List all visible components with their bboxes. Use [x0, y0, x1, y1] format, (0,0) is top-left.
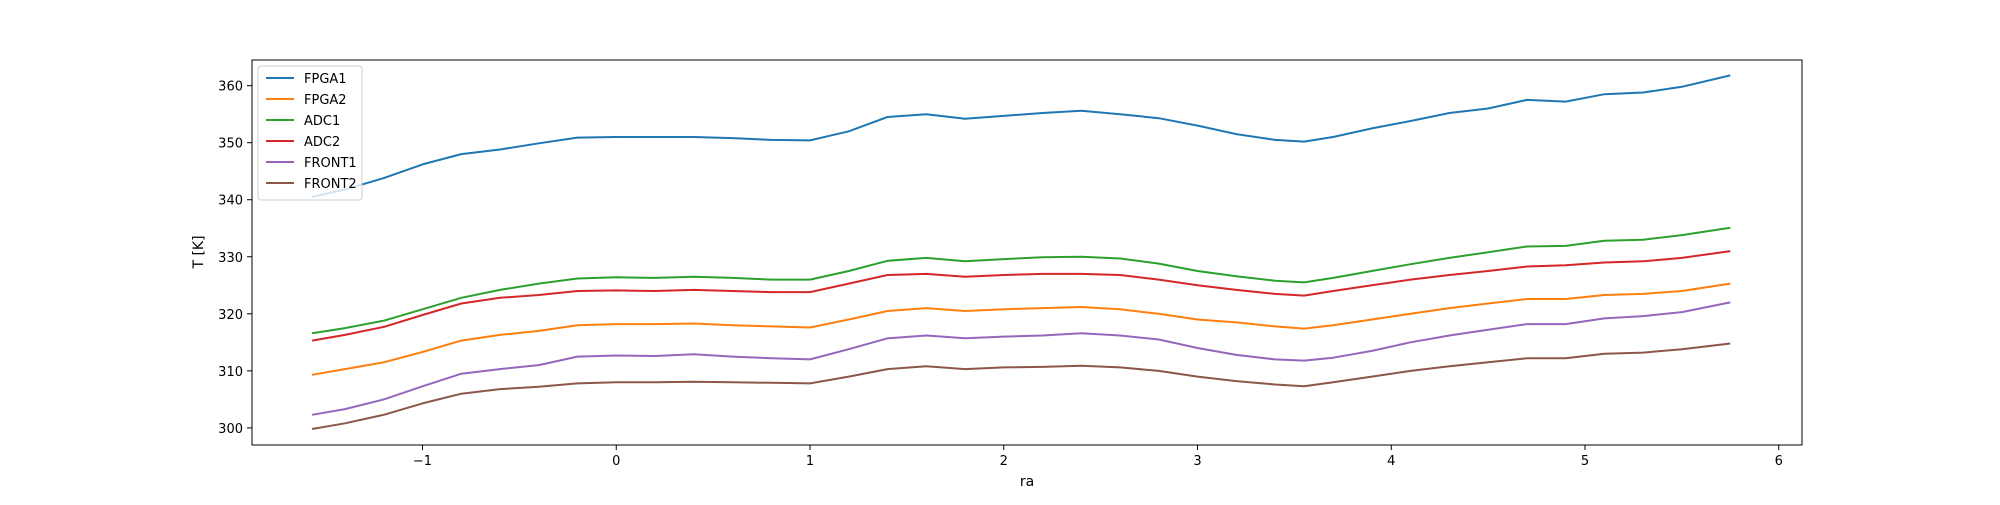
- x-tick-label: −1: [413, 454, 432, 469]
- y-axis-ticks: 300 310 320 330 340 350 360: [218, 80, 252, 437]
- y-tick-label: 360: [218, 80, 243, 95]
- x-tick-label: 4: [1387, 454, 1395, 469]
- x-tick-label: 6: [1775, 454, 1783, 469]
- series-layer: [311, 74, 1731, 430]
- series-line-fpga2: [311, 282, 1731, 376]
- plot-area: [252, 60, 1802, 445]
- x-tick-label: 3: [1193, 454, 1201, 469]
- series-line-front2: [311, 342, 1731, 430]
- legend-label-fpga2: FPGA2: [304, 93, 347, 108]
- y-tick-label: 310: [218, 365, 243, 380]
- x-tick-label: 1: [806, 454, 814, 469]
- x-tick-label: 2: [1000, 454, 1008, 469]
- y-tick-label: 320: [218, 308, 243, 323]
- legend-label-fpga1: FPGA1: [304, 72, 347, 87]
- x-tick-label: 0: [612, 454, 620, 469]
- y-tick-label: 300: [218, 422, 243, 437]
- legend: FPGA1 FPGA2 ADC1 ADC2 FRONT1 FRONT2: [257, 65, 363, 201]
- series-line-fpga1: [311, 74, 1731, 198]
- legend-label-front1: FRONT1: [304, 156, 357, 171]
- series-line-front1: [311, 301, 1731, 416]
- legend-label-adc2: ADC2: [304, 135, 340, 150]
- legend-label-front2: FRONT2: [304, 177, 357, 192]
- series-line-adc1: [311, 226, 1731, 335]
- y-axis-label: T [K]: [191, 235, 207, 269]
- plot-frame: [251, 59, 1803, 446]
- x-tick-label: 5: [1581, 454, 1589, 469]
- y-tick-label: 350: [218, 137, 243, 152]
- series-line-adc2: [311, 250, 1731, 342]
- x-axis-label: ra: [1020, 474, 1034, 490]
- legend-label-adc1: ADC1: [304, 114, 340, 129]
- y-tick-label: 340: [218, 194, 243, 209]
- y-tick-label: 330: [218, 251, 243, 266]
- x-axis-ticks: −1 0 1 2 3 4 5 6: [413, 445, 1783, 469]
